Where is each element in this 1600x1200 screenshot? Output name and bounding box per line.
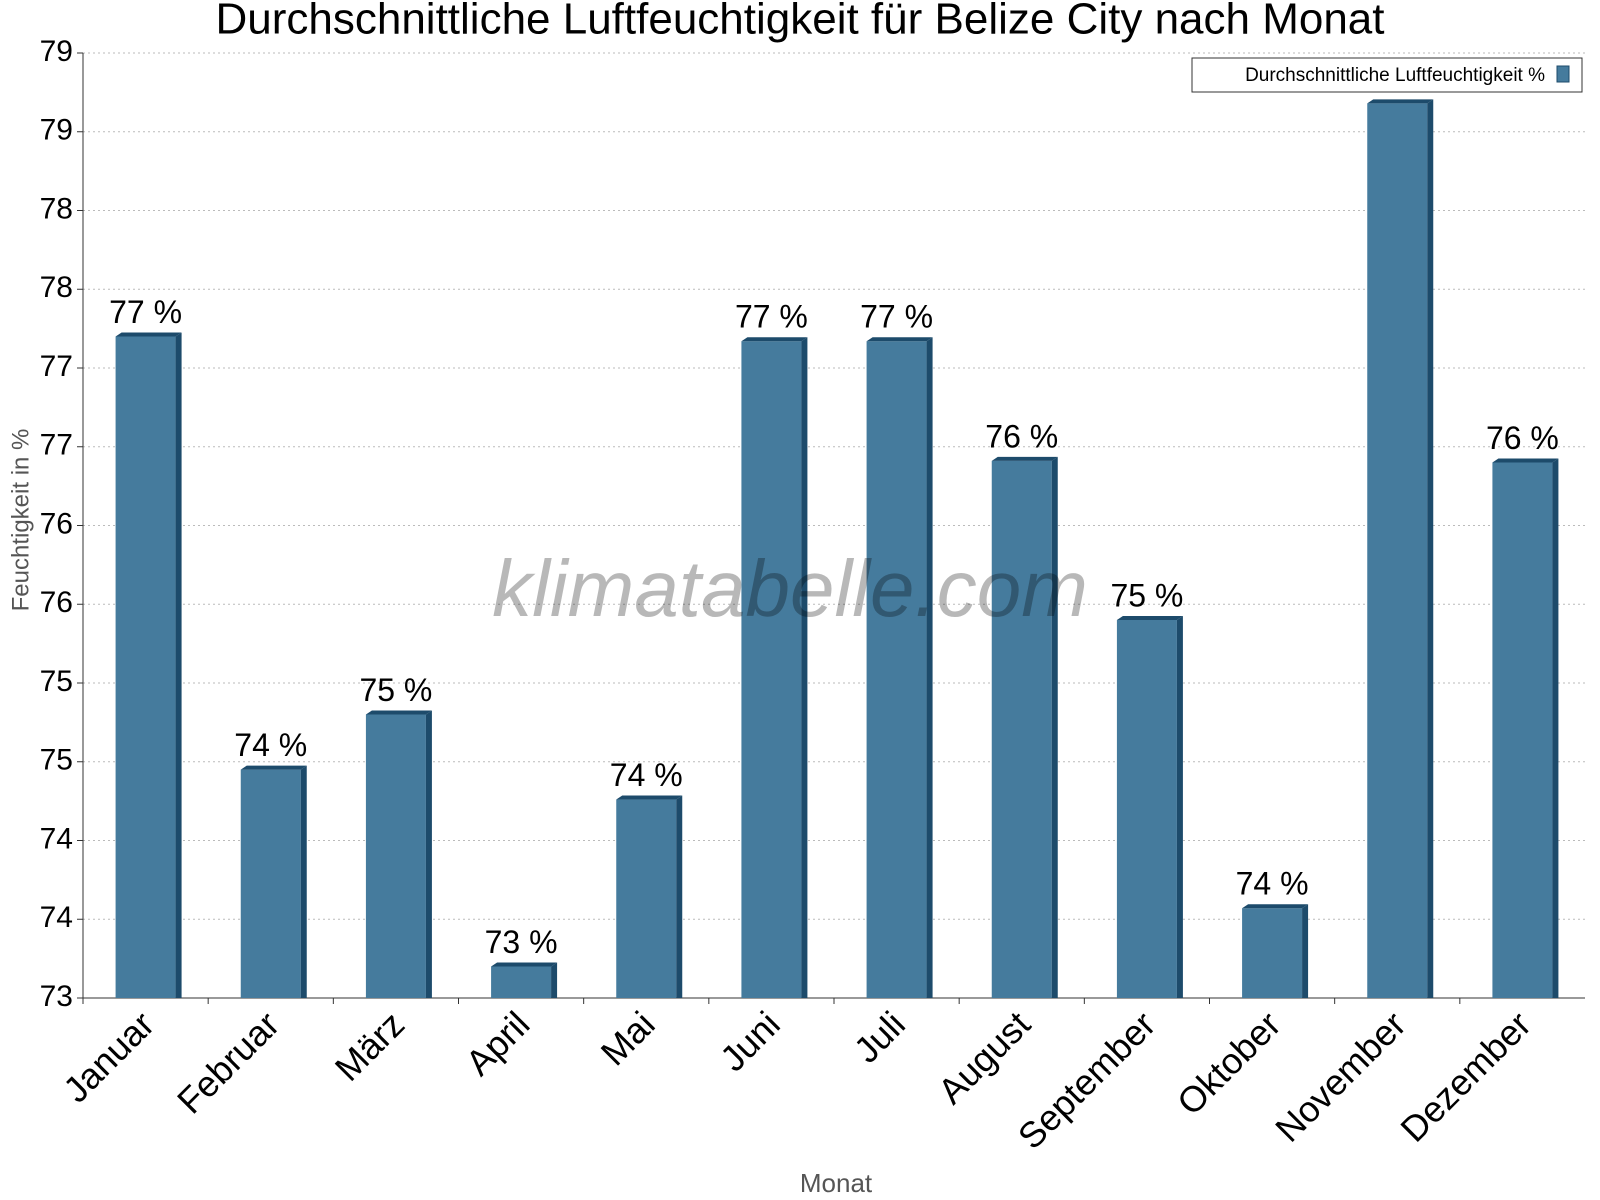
value-label: 77 % [735,299,808,335]
x-tick-label: Dezember [1392,1003,1538,1149]
bar-group [1492,458,1559,998]
y-tick-label: 78 [40,192,73,225]
bar-top [1492,458,1559,463]
y-tick-label: 75 [40,665,73,698]
bar-group [741,337,808,999]
x-tick-label: November [1267,1003,1413,1149]
legend: Durchschnittliche Luftfeuchtigkeit % [1191,57,1583,93]
y-tick-label: 74 [40,901,73,934]
bar-top [866,337,933,342]
bar-top [1116,616,1183,620]
bar [1492,462,1553,998]
y-axis-label: Feuchtigkeit in % [7,429,34,612]
bar-top [991,456,1058,461]
value-label: 75 % [359,672,432,708]
bar-group [866,337,933,999]
y-tick-label: 75 [40,744,73,777]
bar [115,336,176,998]
bar-top [616,795,683,800]
x-tick-label: April [458,1003,538,1083]
bar [741,341,802,999]
bar-group [240,765,307,998]
x-tick-label: Juni [712,1003,788,1079]
bar [991,460,1052,998]
bar [1242,908,1303,998]
value-label: 74 % [610,757,683,793]
x-tick-label: August [930,1003,1038,1111]
value-label: 74 % [1236,866,1309,902]
bar [365,714,426,998]
bar-top [1242,904,1309,909]
bar [1367,103,1428,998]
value-label: 73 % [485,924,558,960]
bar-side [1302,904,1309,998]
bar-top [741,337,808,342]
bar [1116,620,1177,998]
value-label: 76 % [1486,420,1559,456]
bar-group [991,456,1058,998]
x-tick-label: September [1010,1003,1164,1157]
bar-side [1051,456,1058,998]
bar-side [676,795,683,998]
bar-top [1367,99,1434,104]
y-tick-label: 74 [40,822,73,855]
x-tick-label: Juli [846,1003,913,1070]
chart-title: Durchschnittliche Luftfeuchtigkeit für B… [215,0,1384,44]
bar-group [1116,616,1183,998]
bar-side [175,332,182,998]
bar-side [1176,616,1183,998]
y-tick-label: 76 [40,507,73,540]
bar-top [115,332,182,337]
x-axis-label: Monat [800,1168,873,1198]
bar-top [365,710,432,715]
x-tick-label: März [327,1003,413,1089]
legend-swatch [1556,65,1570,83]
bar [240,769,301,998]
value-label: 75 % [1110,577,1183,613]
bar-group [1367,99,1434,998]
value-label: 74 % [234,727,307,763]
x-tick-label: Januar [55,1003,162,1110]
legend-label: Durchschnittliche Luftfeuchtigkeit % [1245,65,1545,86]
bar-side [1427,99,1434,998]
bar-side [1552,458,1559,998]
y-tick-label: 73 [40,980,73,1013]
y-tick-label: 79 [40,114,73,147]
bar-side [551,962,558,998]
y-tick-label: 77 [40,350,73,383]
y-tick-label: 78 [40,271,73,304]
x-tick-label: Oktober [1169,1003,1289,1123]
value-label: 77 % [860,299,933,335]
bar-group [616,795,683,998]
bar-group [365,710,432,998]
bar [491,966,552,998]
x-tick-label: Mai [593,1003,663,1073]
bar-group [115,332,182,998]
bar-side [801,337,808,999]
bar-top [240,765,307,770]
y-tick-label: 76 [40,586,73,619]
legend-box [1191,57,1583,93]
bar-side [926,337,933,999]
watermark: klimatabelle.com [492,544,1088,633]
bar [866,341,927,999]
y-tick-label: 79 [40,35,73,68]
value-label: 76 % [985,418,1058,454]
bar-group [491,962,558,998]
bar-group [1242,904,1309,998]
bar-top [491,962,558,967]
y-tick-label: 77 [40,429,73,462]
bar-side [425,710,432,998]
bar-side [300,765,307,998]
value-label: 77 % [109,294,182,330]
bar [616,799,677,998]
x-tick-label: Februar [169,1003,287,1121]
